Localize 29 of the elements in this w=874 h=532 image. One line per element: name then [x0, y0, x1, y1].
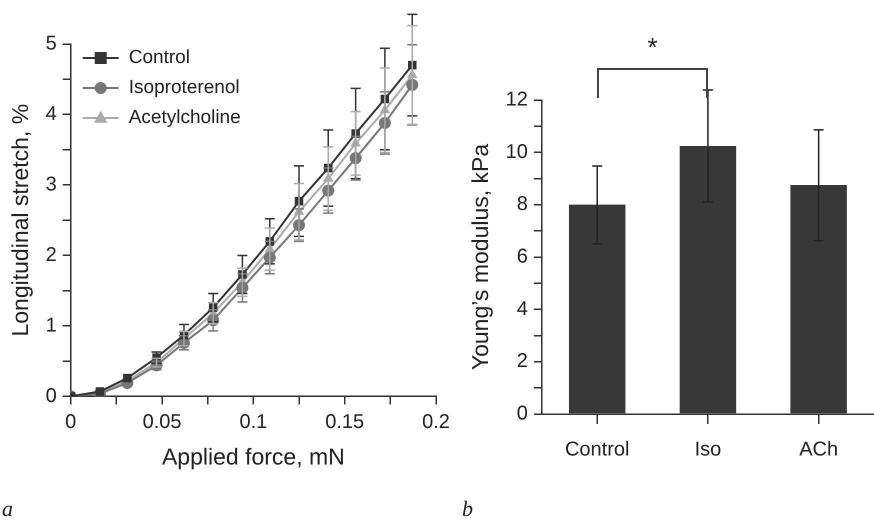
y-tick-label: 12	[506, 88, 528, 111]
text: *	[648, 32, 658, 64]
x-tick-label: Iso	[694, 438, 722, 461]
x-tick-label: 0	[65, 410, 76, 433]
x-tick-label: 0.15	[325, 410, 364, 433]
y-tick-label: 5	[46, 32, 57, 55]
y-tick-label: 2	[46, 244, 57, 266]
x-tick-label: Control	[564, 438, 630, 461]
x-axis-title: Applied force, mN	[162, 444, 345, 470]
y-axis-title: Longitudinal stretch, %	[7, 104, 34, 337]
y-tick-label: 0	[46, 384, 57, 407]
y-tick-label: 10	[506, 140, 528, 163]
y-tick-label: 8	[516, 193, 528, 216]
text: b	[462, 496, 473, 522]
x-tick-label: 0.05	[142, 410, 182, 433]
legend-label: Acetylcholine	[128, 107, 241, 128]
y-tick-label: 4	[46, 102, 57, 125]
y-tick-label: 4	[516, 298, 528, 320]
y-tick-label: 3	[46, 173, 57, 196]
x-tick-label: 0.2	[422, 410, 450, 433]
x-tick-label: ACh	[799, 438, 838, 461]
y-tick-label: 2	[516, 350, 528, 372]
y-tick-label: 6	[516, 246, 528, 268]
text: a	[2, 496, 13, 522]
x-tick-label: 0.1	[239, 410, 268, 433]
legend-label: Control	[128, 47, 190, 68]
y-axis-title: Young’s modulus, kPa	[467, 144, 494, 370]
legend-label: Isoproterenol	[128, 77, 240, 98]
y-tick-label: 1	[46, 314, 57, 336]
